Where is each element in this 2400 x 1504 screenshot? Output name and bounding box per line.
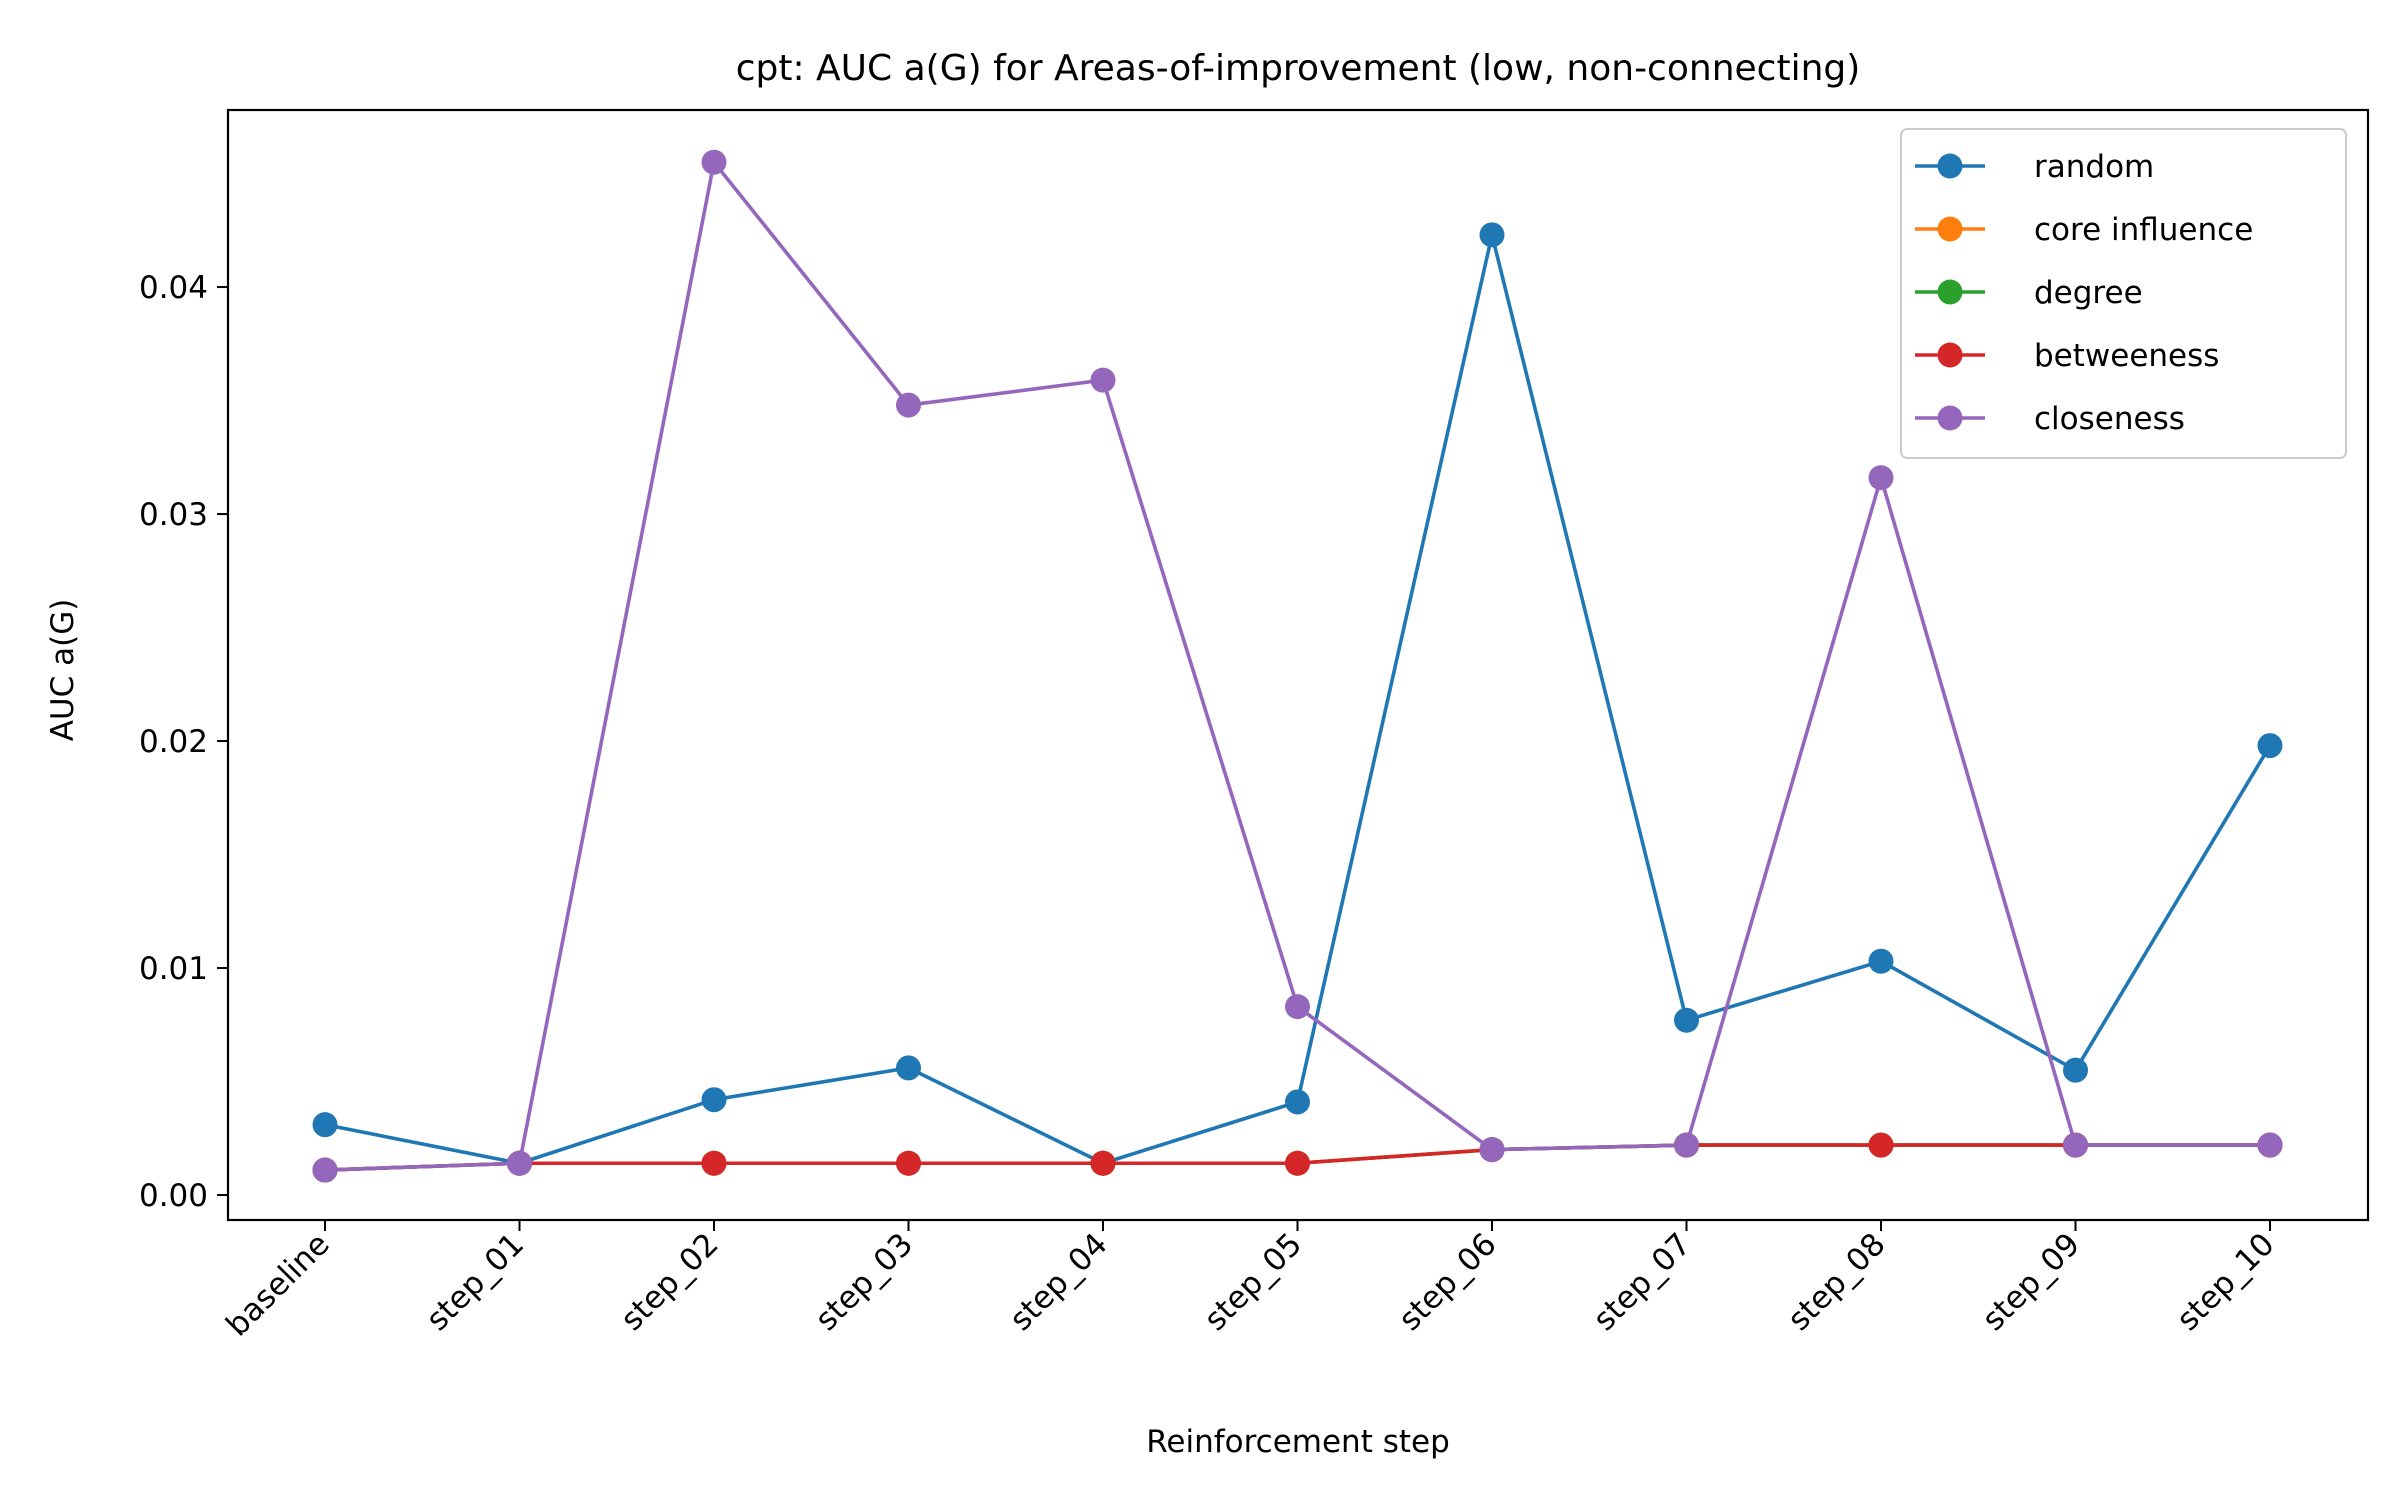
legend-label: betweeness: [2034, 338, 2219, 374]
data-point-random: [312, 1112, 338, 1138]
data-point-closeness: [507, 1150, 532, 1176]
y-axis-label: AUC a(G): [45, 599, 81, 742]
data-point-betweeness: [1868, 1132, 1894, 1158]
legend-marker: [1937, 405, 1963, 431]
data-point-closeness: [701, 149, 727, 175]
data-point-closeness: [1868, 465, 1894, 491]
data-point-closeness: [2257, 1132, 2283, 1158]
series-closeness: [312, 149, 2283, 1183]
legend-label: closeness: [2034, 401, 2185, 437]
legend-marker: [1937, 216, 1963, 242]
legend: random core influence degree betweeness clos…: [1900, 128, 2347, 459]
data-point-betweeness: [896, 1150, 921, 1176]
data-point-random: [701, 1087, 727, 1113]
legend-item: core influence: [1915, 212, 2253, 248]
legend-label: degree: [2034, 275, 2143, 311]
legend-label: random: [2034, 149, 2154, 185]
y-axis-ticks: 0.00 0.01 0.02 0.03 0.04: [139, 270, 228, 1214]
data-point-random: [896, 1055, 921, 1081]
data-point-betweeness: [1285, 1150, 1310, 1176]
data-point-closeness: [1479, 1137, 1505, 1163]
y-tick-label: 0.02: [139, 724, 208, 760]
plot-frame: [226, 108, 2370, 1222]
data-point-random: [1479, 222, 1505, 248]
chart-title: cpt: AUC a(G) for Areas-of-improvement (…: [736, 48, 1861, 89]
data-point-random: [1674, 1007, 1699, 1033]
data-point-closeness: [1285, 994, 1310, 1020]
legend-box: [1900, 128, 2347, 459]
data-point-random: [1285, 1089, 1310, 1115]
plot-area: [312, 149, 2283, 1183]
data-point-betweeness: [701, 1150, 727, 1176]
legend-item: closeness: [1915, 401, 2185, 437]
data-point-closeness: [1090, 367, 1116, 393]
data-point-betweeness: [1090, 1150, 1116, 1176]
data-point-closeness: [896, 392, 921, 418]
legend-item: random: [1915, 149, 2154, 185]
x-axis-label: Reinforcement step: [1146, 1424, 1450, 1460]
legend-marker: [1937, 342, 1963, 368]
y-tick-label: 0.01: [139, 951, 208, 987]
y-tick-label: 0.03: [139, 497, 208, 533]
data-point-closeness: [2063, 1132, 2088, 1158]
data-point-closeness: [312, 1157, 338, 1183]
y-tick-label: 0.04: [139, 270, 208, 306]
data-point-random: [1868, 948, 1894, 974]
legend-item: betweeness: [1915, 338, 2219, 374]
legend-marker: [1937, 153, 1963, 179]
data-point-random: [2257, 733, 2283, 759]
y-tick-label: 0.00: [139, 1178, 208, 1214]
legend-marker: [1937, 279, 1963, 305]
data-point-random: [2063, 1057, 2088, 1083]
legend-item: degree: [1915, 275, 2143, 311]
legend-label: core influence: [2034, 212, 2253, 248]
data-point-closeness: [1674, 1132, 1699, 1158]
